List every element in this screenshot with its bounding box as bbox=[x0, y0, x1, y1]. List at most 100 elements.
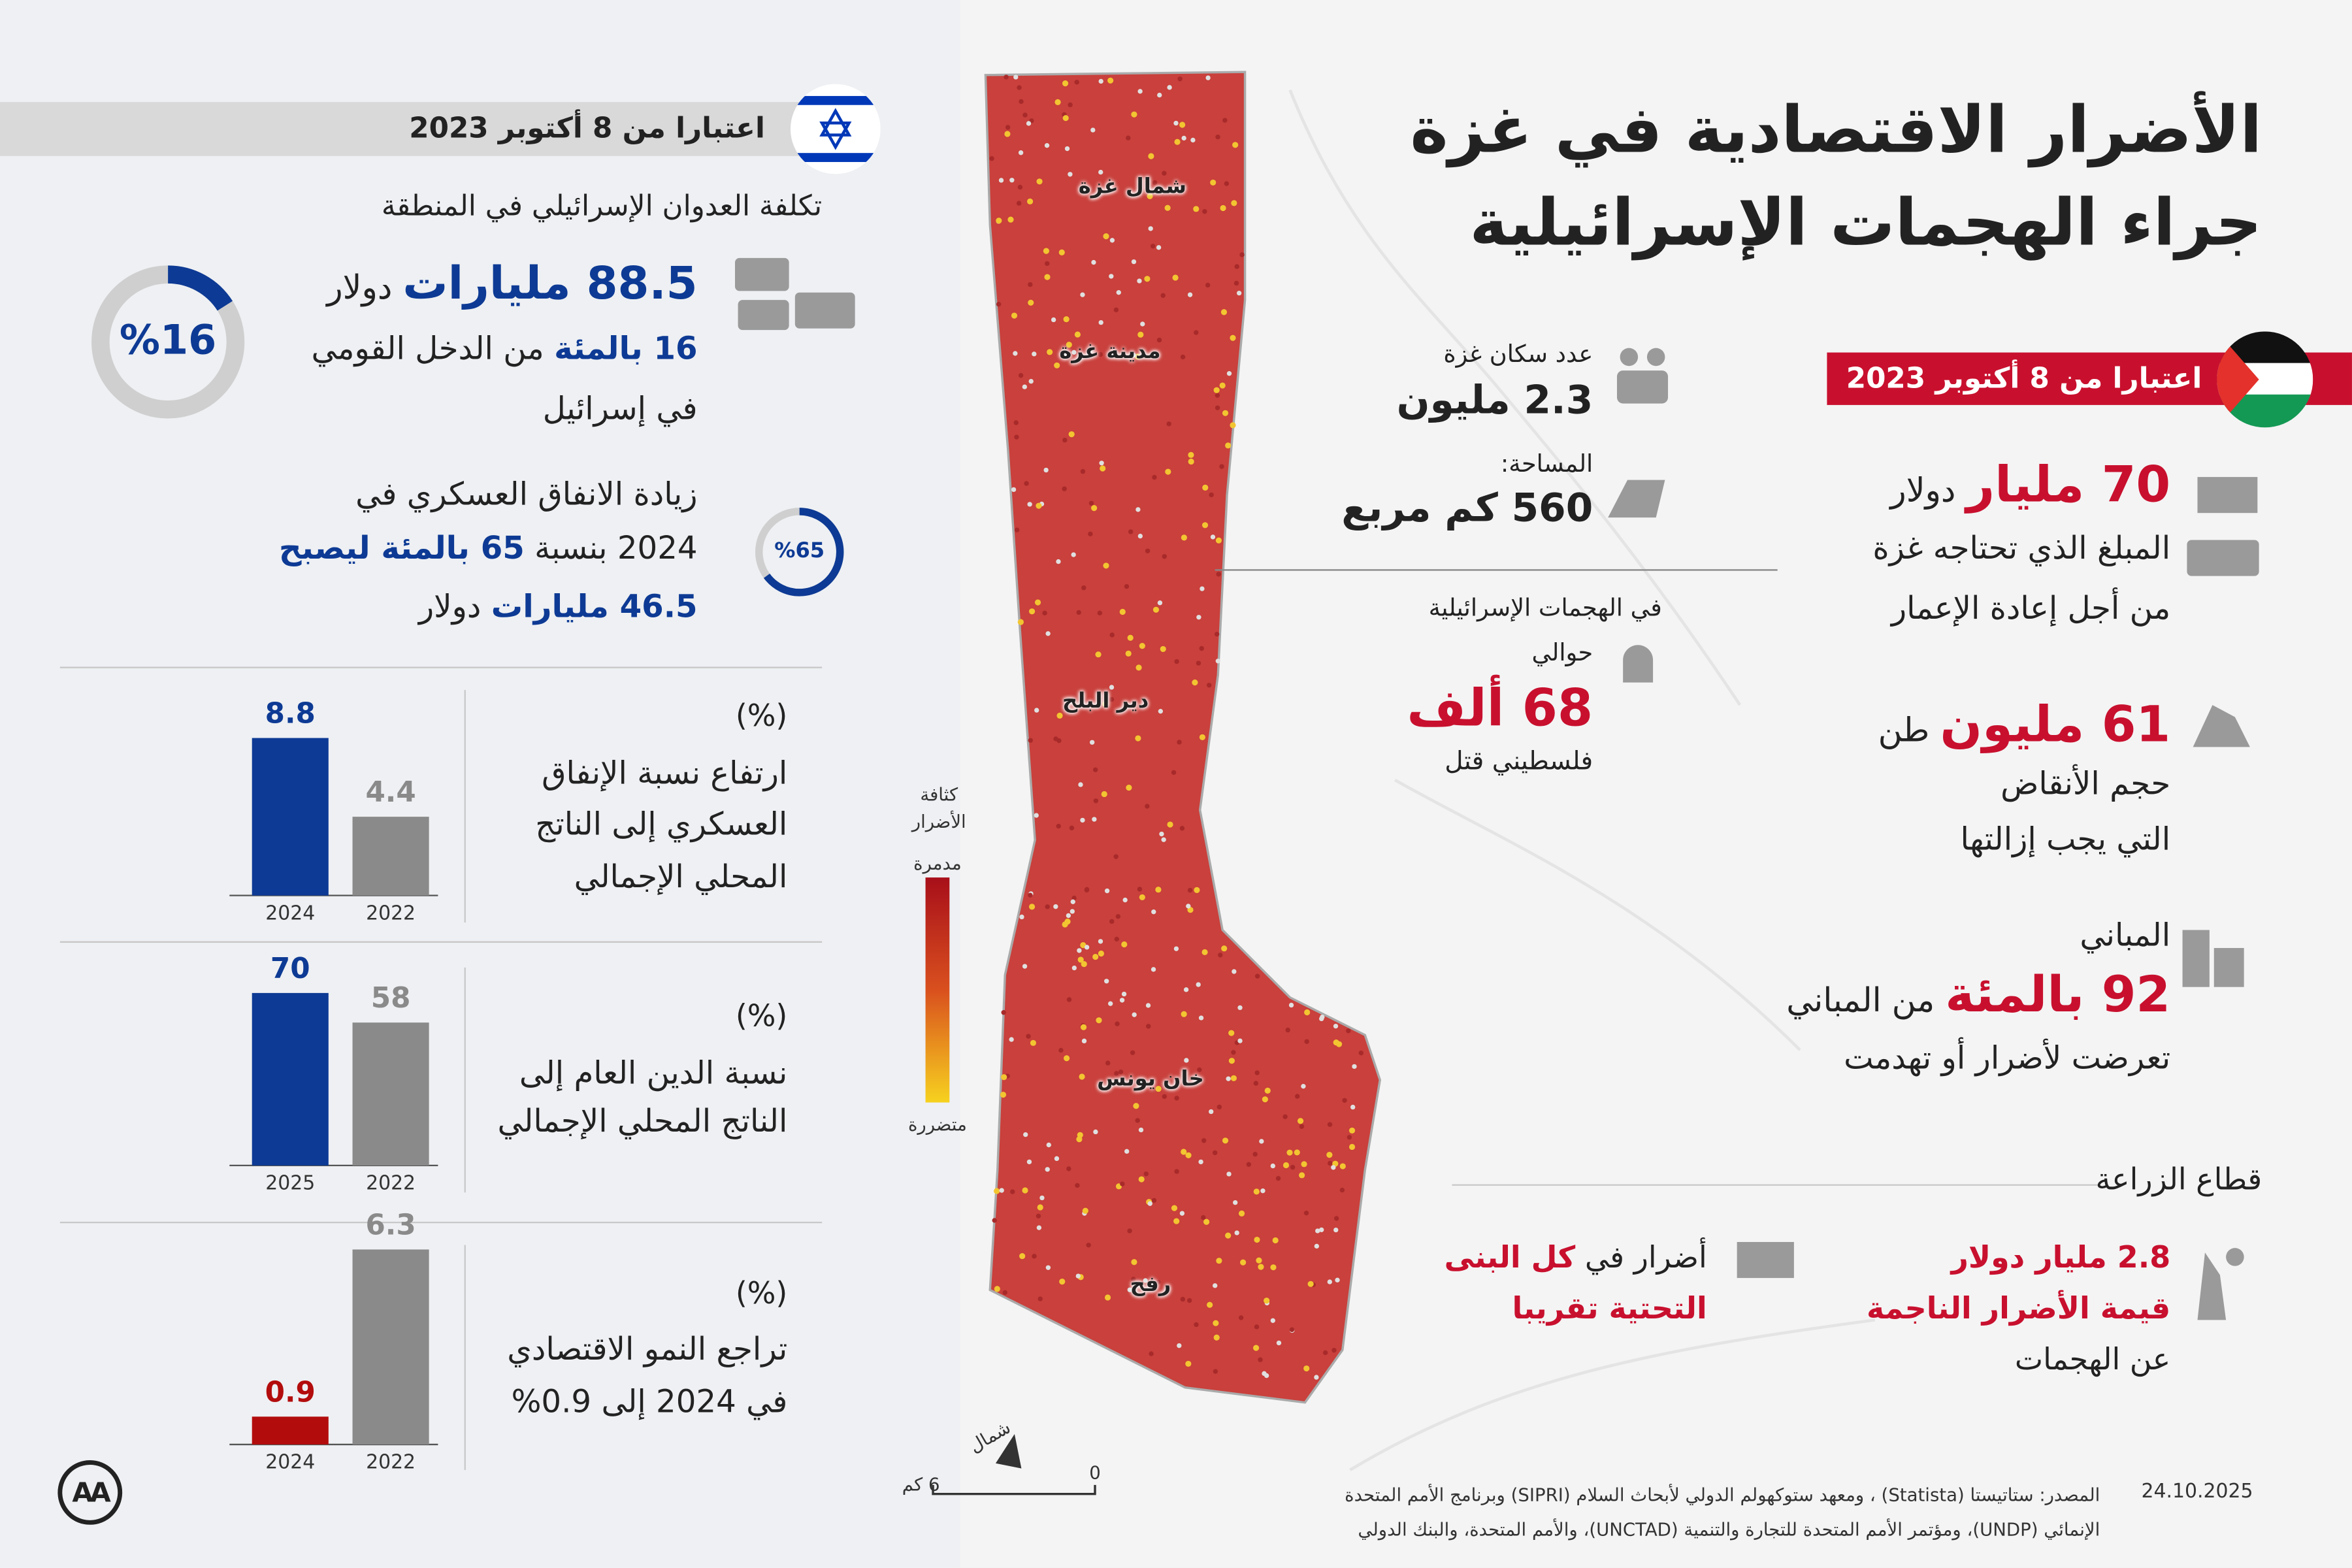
damage-dot bbox=[1013, 420, 1019, 425]
infra-prefix: أضرار في bbox=[1584, 1239, 1707, 1275]
legend-title: كثافة bbox=[920, 784, 958, 806]
damage-dot bbox=[1127, 1228, 1132, 1233]
damage-dot bbox=[1301, 1084, 1306, 1089]
damage-dot bbox=[1075, 1183, 1080, 1188]
damage-dot bbox=[1209, 1109, 1214, 1115]
damage-dot bbox=[1140, 321, 1145, 327]
population-label: عدد سكان غزة bbox=[1443, 339, 1593, 368]
category-label: 2024 bbox=[265, 902, 315, 924]
damage-dot bbox=[1013, 351, 1018, 356]
israel-flag bbox=[790, 84, 881, 174]
damage-dot bbox=[1062, 80, 1069, 87]
damage-dot bbox=[1125, 650, 1132, 657]
damage-dot bbox=[1282, 1114, 1288, 1119]
damage-dot bbox=[1139, 894, 1145, 900]
damage-dot bbox=[1026, 1159, 1032, 1165]
damage-dot bbox=[1093, 1129, 1098, 1135]
damage-dot bbox=[1327, 1122, 1333, 1127]
damage-dot bbox=[1157, 92, 1162, 98]
damage-dot bbox=[1081, 960, 1087, 968]
damage-dot bbox=[1222, 118, 1228, 123]
logo-text: AA bbox=[72, 1477, 110, 1510]
rubble-value: 61 مليون bbox=[1940, 694, 2171, 754]
damage-dot bbox=[1066, 1166, 1071, 1171]
damage-dot bbox=[1152, 606, 1160, 613]
military-ring-label: %65 bbox=[774, 539, 825, 564]
damage-dot bbox=[1004, 74, 1009, 80]
reconstruction: 70 مليار دولار bbox=[1890, 455, 2170, 514]
damage-dot bbox=[1172, 274, 1179, 281]
map-label: دير البلح bbox=[1062, 689, 1149, 713]
damage-dot bbox=[1177, 1343, 1182, 1348]
damage-dot bbox=[1022, 964, 1028, 969]
damage-dot bbox=[1139, 643, 1145, 649]
damage-dot bbox=[1185, 1152, 1192, 1158]
damage-dot bbox=[1045, 631, 1051, 636]
damage-dot bbox=[1196, 982, 1201, 987]
damage-dot bbox=[1113, 307, 1119, 313]
damage-dot bbox=[1358, 1051, 1364, 1056]
damage-dot bbox=[1024, 481, 1029, 486]
damage-dot bbox=[1130, 1050, 1135, 1055]
damage-dot bbox=[1234, 1230, 1239, 1235]
damage-dot bbox=[1014, 434, 1019, 440]
damage-dot bbox=[1062, 486, 1067, 491]
damage-dot bbox=[1063, 316, 1070, 323]
damage-dot bbox=[1107, 1001, 1113, 1006]
damage-dot bbox=[1179, 1211, 1185, 1216]
damage-dot bbox=[1215, 134, 1220, 140]
damage-dot bbox=[1082, 1207, 1088, 1214]
damage-dot bbox=[1275, 1175, 1281, 1181]
military-line1: زيادة الانفاق العسكري في bbox=[355, 476, 698, 512]
damage-dot bbox=[1226, 371, 1232, 376]
damage-dot bbox=[1028, 299, 1034, 306]
chart-description: المحلي الإجمالي bbox=[574, 858, 788, 895]
damage-dot bbox=[1173, 946, 1179, 951]
rubble: 61 مليون طن bbox=[1878, 694, 2171, 754]
damage-dot bbox=[1121, 991, 1127, 997]
damage-dot bbox=[1160, 645, 1166, 653]
damage-dot bbox=[1066, 913, 1071, 919]
damage-dots bbox=[989, 74, 1364, 1380]
damage-dot bbox=[1045, 261, 1050, 267]
damage-dot bbox=[1098, 319, 1103, 325]
military-highlight: 65 بالمئة ليصبح bbox=[278, 530, 525, 566]
damage-dot bbox=[1220, 309, 1228, 316]
damage-dot bbox=[1346, 1028, 1351, 1034]
damage-dot bbox=[1348, 1143, 1356, 1151]
damage-dot bbox=[1077, 956, 1084, 963]
damage-dot bbox=[1137, 278, 1142, 284]
tree-icon bbox=[2197, 1252, 2227, 1320]
damage-dot bbox=[1272, 1237, 1279, 1244]
damage-dot bbox=[1131, 352, 1136, 358]
damage-dot bbox=[1146, 1024, 1151, 1029]
damage-dot bbox=[1143, 1278, 1148, 1283]
damage-dot bbox=[1138, 1127, 1144, 1133]
damage-dot bbox=[1132, 1012, 1137, 1017]
damage-dot bbox=[1210, 534, 1216, 540]
military-prefix: 2024 بنسبة bbox=[534, 530, 698, 566]
area-value: 560 كم مربع bbox=[1341, 486, 1593, 532]
damage-dot bbox=[1034, 599, 1041, 606]
north-arrow bbox=[995, 1433, 1022, 1469]
damage-dot bbox=[1314, 1243, 1320, 1249]
damage-dot bbox=[1181, 1011, 1187, 1017]
damage-dot bbox=[1081, 585, 1086, 591]
damage-dot bbox=[1045, 904, 1050, 909]
title-line: جراء الهجمات الإسرائيلية bbox=[1469, 186, 2262, 261]
casualties-value: 68 ألف bbox=[1407, 679, 1593, 739]
damage-dot bbox=[1098, 351, 1103, 357]
infrastructure-line: التحتية تقريبا bbox=[1512, 1290, 1707, 1326]
damage-dot bbox=[1103, 233, 1109, 240]
damage-dot bbox=[1104, 979, 1109, 984]
damage-dot bbox=[1147, 193, 1153, 199]
damage-dot bbox=[1135, 664, 1142, 671]
reconstruction-line: المبلغ الذي تحتاجه غزة bbox=[1872, 530, 2171, 566]
bar bbox=[352, 1022, 429, 1166]
damage-dot bbox=[1184, 1058, 1189, 1063]
damage-dot bbox=[1239, 252, 1245, 257]
damage-dot bbox=[1232, 969, 1237, 974]
damage-dot bbox=[1209, 492, 1214, 498]
gni-ring-label: %16 bbox=[119, 318, 217, 365]
gaza-strip bbox=[984, 71, 1381, 1404]
